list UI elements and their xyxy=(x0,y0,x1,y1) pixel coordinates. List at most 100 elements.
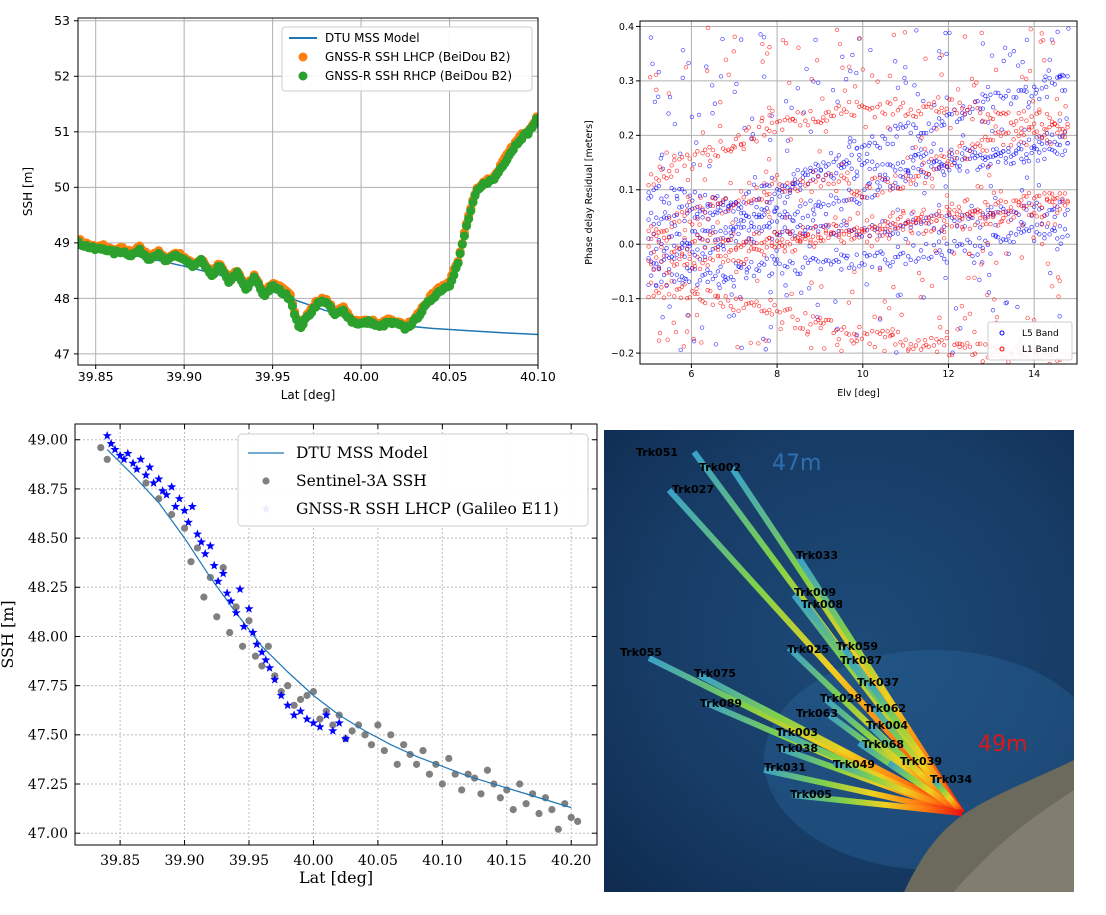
point-l1 xyxy=(754,139,759,144)
point-l1 xyxy=(772,129,777,135)
point-l1 xyxy=(648,172,654,177)
point-l5 xyxy=(932,102,937,108)
point-l1 xyxy=(697,162,703,167)
point-sentinel xyxy=(290,701,298,709)
point-l1 xyxy=(854,99,859,105)
point-l1 xyxy=(1014,128,1019,134)
point-l1 xyxy=(718,300,723,306)
point-l5 xyxy=(844,198,849,203)
point-l1 xyxy=(911,209,916,214)
point-l5 xyxy=(667,304,672,309)
point-l5 xyxy=(835,326,840,332)
point-l5 xyxy=(803,167,808,172)
data-layer xyxy=(78,112,538,336)
point-l1 xyxy=(736,198,741,203)
point-l5 xyxy=(960,116,965,121)
point-l1 xyxy=(967,104,973,110)
point-l1 xyxy=(877,102,883,107)
point-l1 xyxy=(882,335,888,340)
point-l1 xyxy=(1057,191,1063,196)
point-l5 xyxy=(893,123,898,129)
point-l1 xyxy=(889,332,894,338)
point-l1 xyxy=(942,218,947,223)
y-tick-label: 49 xyxy=(54,235,70,250)
point-l5 xyxy=(773,205,778,210)
point-l1 xyxy=(936,209,942,214)
point-l5 xyxy=(943,275,948,281)
point-l5 xyxy=(792,181,798,186)
point-l1 xyxy=(782,117,787,123)
point-l1 xyxy=(980,118,985,123)
point-l5 xyxy=(823,258,829,263)
point-l1 xyxy=(751,303,757,308)
point-l1 xyxy=(822,346,827,351)
point-l1 xyxy=(821,177,826,183)
point-l1 xyxy=(665,337,670,342)
point-l1 xyxy=(939,227,944,232)
point-sentinel xyxy=(516,780,524,788)
point-l5 xyxy=(895,254,901,259)
y-tick-label: 0.1 xyxy=(619,185,634,196)
point-l1 xyxy=(795,317,800,323)
point-l1 xyxy=(695,254,700,260)
point-l1 xyxy=(1006,208,1011,214)
point-l1 xyxy=(826,109,831,115)
point-l5 xyxy=(805,260,811,266)
point-l1 xyxy=(741,305,746,311)
point-l5 xyxy=(900,160,906,165)
point-l5 xyxy=(967,110,973,115)
point-l5 xyxy=(985,97,991,102)
point-galileo xyxy=(276,690,286,700)
point-l5 xyxy=(1016,146,1021,151)
point-l5 xyxy=(998,204,1003,209)
point-l5 xyxy=(1057,223,1063,229)
point-l5 xyxy=(746,190,751,195)
point-l1 xyxy=(985,241,990,246)
point-l1 xyxy=(952,155,957,161)
point-l5 xyxy=(836,199,841,204)
point-l5 xyxy=(721,247,726,252)
point-l5 xyxy=(669,272,674,277)
point-l5 xyxy=(960,151,965,156)
point-l5 xyxy=(672,121,677,127)
point-l5 xyxy=(970,215,975,220)
point-l1 xyxy=(679,155,685,160)
point-l1 xyxy=(664,176,669,181)
point-l5 xyxy=(937,55,942,61)
point-l5 xyxy=(780,215,785,220)
track-swath xyxy=(832,760,964,816)
y-tick-label: 0.2 xyxy=(619,131,634,142)
point-l5 xyxy=(695,211,700,217)
point-l5 xyxy=(751,182,757,187)
point-l5 xyxy=(736,202,741,207)
point-l5 xyxy=(830,87,836,93)
x-axis-label: Lat [deg] xyxy=(299,868,373,887)
point-l5 xyxy=(757,263,762,268)
y-tick-label: 49.00 xyxy=(28,433,68,449)
point-l1 xyxy=(836,337,841,342)
point-l1 xyxy=(1045,261,1051,266)
point-l5 xyxy=(960,242,965,247)
point-l1 xyxy=(1057,207,1063,212)
point-l1 xyxy=(906,346,911,351)
point-l5 xyxy=(965,237,970,242)
point-l1 xyxy=(746,237,751,242)
point-galileo xyxy=(226,596,236,605)
point-l1 xyxy=(767,307,772,313)
point-l5 xyxy=(1052,228,1057,234)
point-l5 xyxy=(716,282,721,287)
point-l5 xyxy=(723,209,728,214)
point-l1 xyxy=(723,253,728,259)
point-l5 xyxy=(767,225,772,230)
point-l5 xyxy=(691,339,697,344)
point-sentinel xyxy=(496,794,504,802)
point-l5 xyxy=(803,255,808,260)
point-l5 xyxy=(972,150,978,155)
point-l1 xyxy=(869,73,875,78)
legend-label-dtu: DTU MSS Model xyxy=(296,444,428,462)
point-l5 xyxy=(903,65,908,70)
point-l1 xyxy=(931,167,937,172)
point-l1 xyxy=(955,327,960,332)
